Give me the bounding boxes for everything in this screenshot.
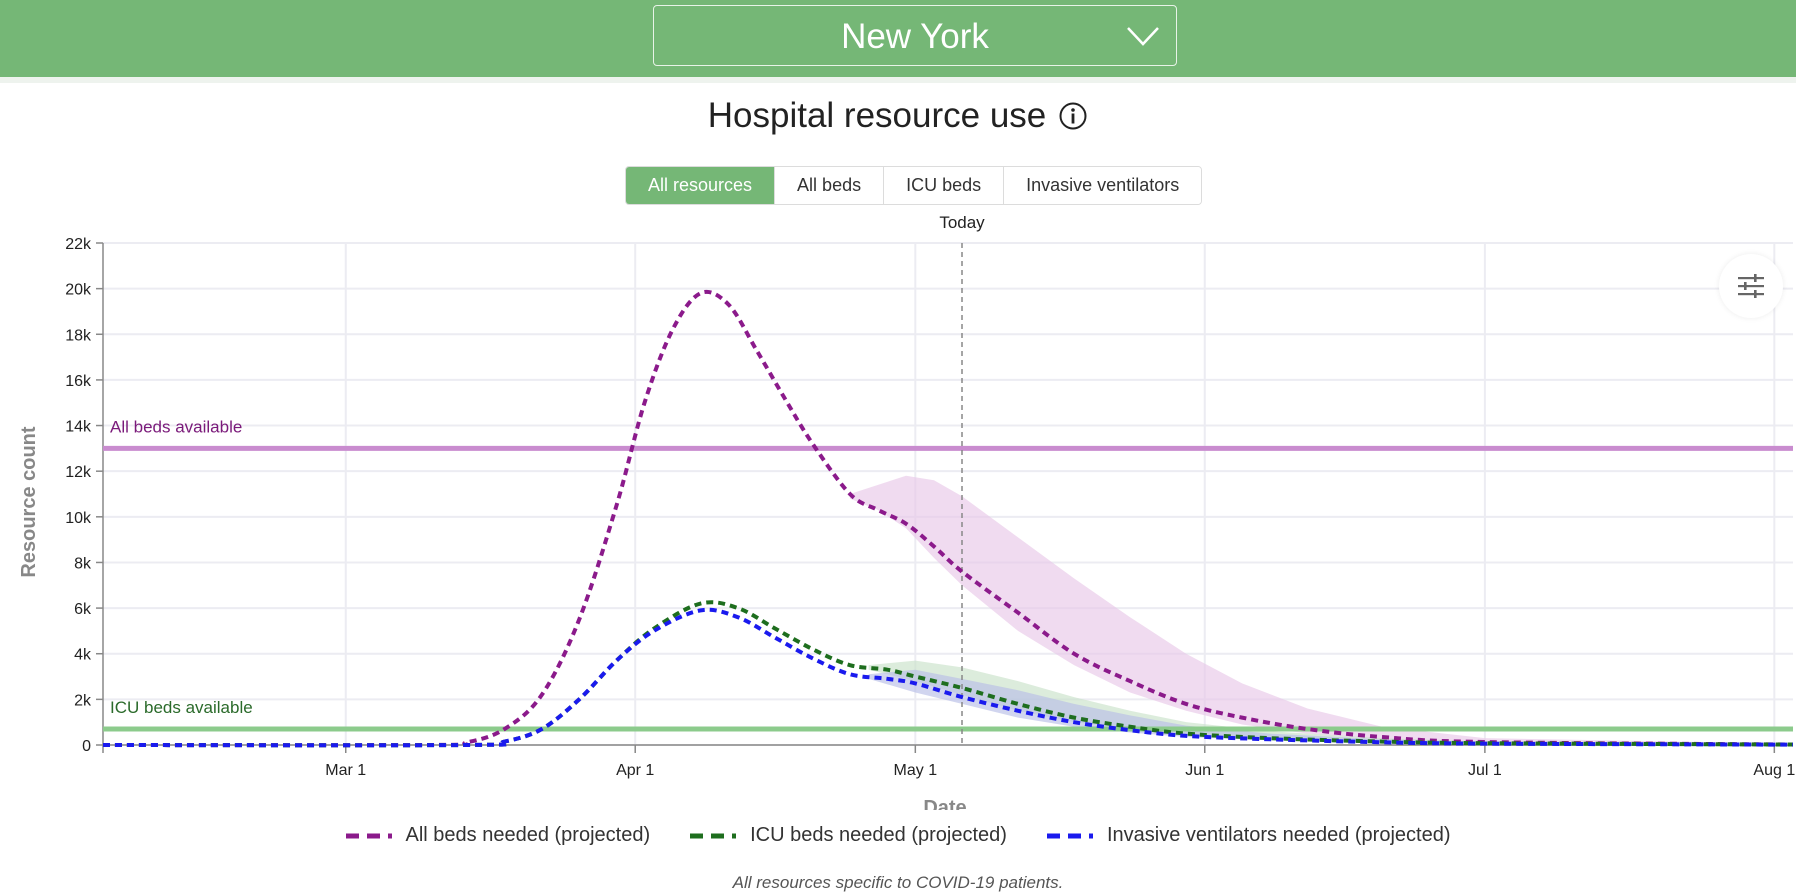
x-tick-label: Jul 1	[1468, 762, 1502, 779]
series-line-0	[102, 289, 1794, 748]
x-tick-label: Mar 1	[325, 762, 366, 779]
y-tick-label: 18k	[65, 327, 92, 344]
x-tick-label: Aug 1	[1753, 762, 1795, 779]
y-tick-label: 20k	[65, 282, 92, 299]
x-axis-title: Date	[923, 797, 966, 810]
chart-settings-button[interactable]	[1719, 254, 1783, 318]
info-icon[interactable]	[1058, 100, 1088, 130]
tab-icu-beds[interactable]: ICU beds	[883, 167, 1004, 204]
reference-line-label-0: All beds available	[110, 417, 242, 436]
legend-swatch-all-beds	[345, 833, 392, 838]
legend-label-all-beds: All beds needed (projected)	[405, 824, 651, 846]
y-axis-title: Resource count	[18, 426, 40, 577]
y-tick-label: 2k	[74, 692, 92, 709]
x-tick-label: May 1	[894, 762, 938, 779]
legend-label-ventilators: Invasive ventilators needed (projected)	[1106, 824, 1451, 846]
legend-item-ventilators[interactable]: Invasive ventilators needed (projected)	[1046, 824, 1451, 847]
legend-label-icu-beds: ICU beds needed (projected)	[750, 824, 1007, 846]
legend-item-icu-beds[interactable]: ICU beds needed (projected)	[690, 824, 1007, 847]
location-select-value: New York	[841, 17, 989, 56]
reference-line-label-1: ICU beds available	[110, 698, 253, 717]
legend-swatch-icu-beds	[690, 833, 737, 838]
y-tick-label: 6k	[74, 601, 92, 618]
page-title: Hospital resource use	[0, 96, 1796, 136]
y-tick-label: 4k	[74, 647, 92, 664]
series-line-2	[102, 607, 1794, 748]
footnote: All resources specific to COVID-19 patie…	[732, 873, 1064, 892]
resource-chart: 0 2k 4k 6k 8k 10k 12k 14k 16k 18k 20k 22k Mar 1 Apr 1…	[18, 213, 1795, 810]
tab-invasive-ventilators[interactable]: Invasive ventilators	[1003, 167, 1202, 204]
x-tick-label: Apr 1	[616, 762, 654, 779]
sliders-icon	[1738, 274, 1764, 298]
location-header: New York	[0, 0, 1796, 77]
y-tick-label: 0	[82, 738, 91, 755]
y-tick-label: 12k	[65, 464, 92, 481]
y-tick-label: 10k	[65, 510, 92, 527]
page-title-text: Hospital resource use	[707, 96, 1047, 135]
chart-legend: All beds needed (projected) ICU beds nee…	[0, 824, 1796, 847]
today-label: Today	[939, 213, 985, 232]
legend-item-all-beds[interactable]: All beds needed (projected)	[345, 824, 651, 847]
chevron-down-icon	[1127, 27, 1159, 46]
legend-swatch-ventilators	[1046, 833, 1093, 838]
x-tick-label: Jun 1	[1185, 762, 1224, 779]
uncertainty-band-0	[849, 475, 1793, 745]
tab-all-resources[interactable]: All resources	[626, 167, 775, 204]
location-select[interactable]: New York	[653, 5, 1177, 66]
y-tick-label: 16k	[65, 373, 92, 390]
header-divider	[0, 77, 1796, 83]
y-tick-label: 14k	[65, 419, 92, 436]
resource-tabs: All resources All beds ICU beds Invasive…	[625, 166, 1203, 205]
tab-all-beds[interactable]: All beds	[774, 167, 884, 204]
y-tick-label: 22k	[65, 236, 92, 253]
y-tick-label: 8k	[74, 555, 92, 572]
